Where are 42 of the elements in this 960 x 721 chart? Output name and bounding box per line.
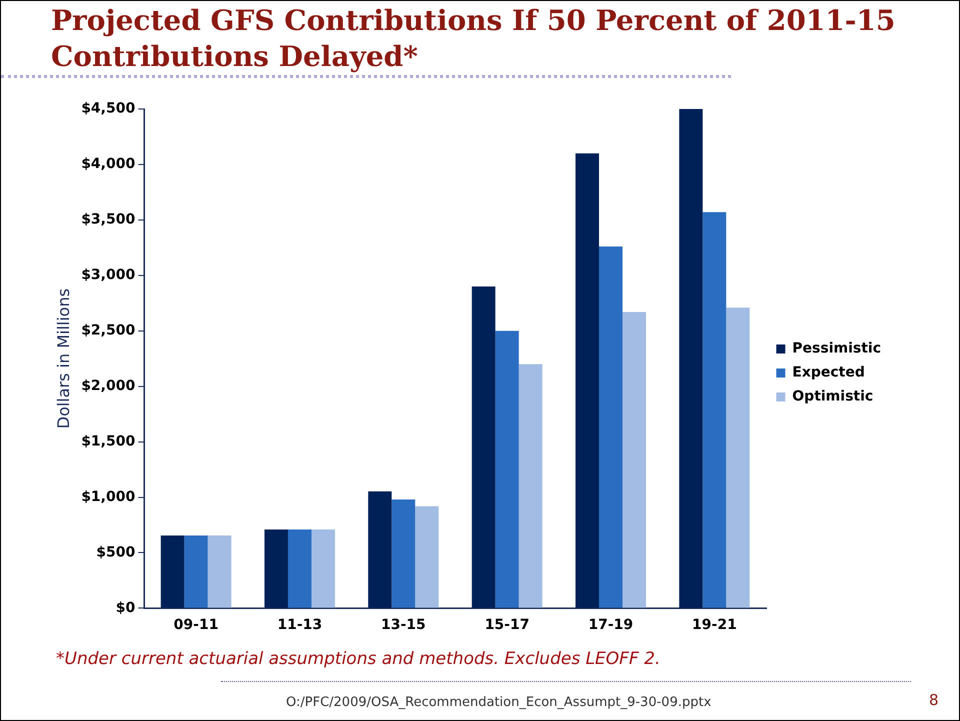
y-tick-label: $1,500 [81,433,136,450]
bar [472,286,496,608]
bar [368,491,392,608]
legend-label: Pessimistic [792,340,882,357]
bar [392,499,416,608]
y-tick-label: $2,500 [81,322,136,339]
bar [264,529,288,608]
bar [160,536,184,608]
bar [726,308,750,608]
text: 8 [929,691,939,709]
bar [622,312,646,608]
bar [518,364,542,608]
bar [495,330,519,608]
legend-label: Expected [792,364,865,381]
y-tick-label: $500 [96,544,136,560]
y-tick-label: $3,500 [81,212,136,228]
x-tick-label: 09-11 [174,617,218,634]
bar [311,529,335,608]
bar [288,529,312,608]
x-tick-label: 13-15 [381,617,426,634]
legend-label: Optimistic [792,388,874,405]
y-axis-title: Dollars in Millions [54,288,73,429]
bar [208,536,232,608]
y-tick-label: $4,000 [81,156,136,172]
x-tick-label: 19-21 [692,617,737,634]
y-tick-label: $1,000 [81,488,136,505]
y-tick-label: $3,000 [81,267,136,284]
bar [702,212,726,608]
bar [679,109,703,608]
bar [415,506,439,608]
x-tick-label: 15-17 [484,617,530,634]
y-tick-label: $4,500 [81,100,136,117]
bar [599,246,623,608]
bar [576,153,600,608]
y-tick-label: $2,000 [81,378,136,394]
text: O:/PFC/2009/OSA_Recommendation_Econ_Assumpt_9-30-09.pptx [286,695,712,710]
x-tick-label: 17-19 [588,617,634,634]
bar [184,536,208,608]
y-tick-label: $0 [116,600,136,616]
chart-title: Projected GFS Contributions If 50 Percent of 2011-15 Contributions Delayed* [51,3,896,75]
x-tick-label: 11-13 [277,617,322,634]
text: *Under current actuarial assumptions and methods. Excludes LEOFF 2. [56,649,660,669]
